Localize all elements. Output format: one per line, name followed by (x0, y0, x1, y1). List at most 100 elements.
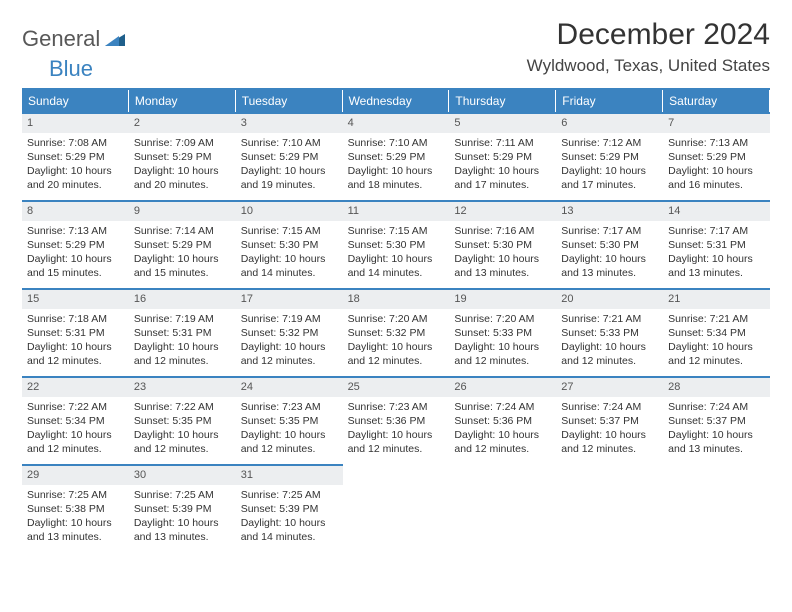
day-number: 13 (556, 202, 663, 221)
daylight-text: Daylight: 10 hours and 14 minutes. (348, 252, 445, 280)
daylight-text: Daylight: 10 hours and 17 minutes. (561, 164, 658, 192)
sunrise-text: Sunrise: 7:24 AM (668, 400, 765, 414)
day-cell: 19Sunrise: 7:20 AMSunset: 5:33 PMDayligh… (449, 288, 556, 376)
sunset-text: Sunset: 5:37 PM (561, 414, 658, 428)
sunset-text: Sunset: 5:29 PM (454, 150, 551, 164)
sunset-text: Sunset: 5:30 PM (454, 238, 551, 252)
day-number: 16 (129, 290, 236, 309)
day-body: Sunrise: 7:24 AMSunset: 5:36 PMDaylight:… (449, 397, 556, 462)
day-cell: 14Sunrise: 7:17 AMSunset: 5:31 PMDayligh… (663, 200, 770, 288)
day-header-friday: Friday (556, 90, 663, 112)
day-cell: 22Sunrise: 7:22 AMSunset: 5:34 PMDayligh… (22, 376, 129, 464)
day-cell: 7Sunrise: 7:13 AMSunset: 5:29 PMDaylight… (663, 112, 770, 200)
header: General December 2024 Wyldwood, Texas, U… (22, 18, 770, 76)
day-body: Sunrise: 7:21 AMSunset: 5:34 PMDaylight:… (663, 309, 770, 374)
daylight-text: Daylight: 10 hours and 12 minutes. (348, 428, 445, 456)
daylight-text: Daylight: 10 hours and 12 minutes. (27, 340, 124, 368)
sunset-text: Sunset: 5:29 PM (27, 150, 124, 164)
day-cell: 5Sunrise: 7:11 AMSunset: 5:29 PMDaylight… (449, 112, 556, 200)
sunset-text: Sunset: 5:39 PM (241, 502, 338, 516)
day-header-sunday: Sunday (22, 90, 129, 112)
day-cell-blank (343, 464, 450, 552)
day-body: Sunrise: 7:25 AMSunset: 5:39 PMDaylight:… (236, 485, 343, 550)
daylight-text: Daylight: 10 hours and 13 minutes. (454, 252, 551, 280)
daylight-text: Daylight: 10 hours and 13 minutes. (668, 252, 765, 280)
sunrise-text: Sunrise: 7:10 AM (241, 136, 338, 150)
day-number: 24 (236, 378, 343, 397)
day-cell-blank (556, 464, 663, 552)
day-number: 21 (663, 290, 770, 309)
daylight-text: Daylight: 10 hours and 13 minutes. (134, 516, 231, 544)
sunset-text: Sunset: 5:30 PM (241, 238, 338, 252)
sunrise-text: Sunrise: 7:09 AM (134, 136, 231, 150)
day-cell: 23Sunrise: 7:22 AMSunset: 5:35 PMDayligh… (129, 376, 236, 464)
day-body: Sunrise: 7:25 AMSunset: 5:39 PMDaylight:… (129, 485, 236, 550)
day-number: 29 (22, 466, 129, 485)
day-body: Sunrise: 7:22 AMSunset: 5:34 PMDaylight:… (22, 397, 129, 462)
daylight-text: Daylight: 10 hours and 19 minutes. (241, 164, 338, 192)
day-cell: 16Sunrise: 7:19 AMSunset: 5:31 PMDayligh… (129, 288, 236, 376)
day-number: 27 (556, 378, 663, 397)
sunset-text: Sunset: 5:29 PM (134, 238, 231, 252)
day-cell: 24Sunrise: 7:23 AMSunset: 5:35 PMDayligh… (236, 376, 343, 464)
day-cell: 1Sunrise: 7:08 AMSunset: 5:29 PMDaylight… (22, 112, 129, 200)
day-number: 20 (556, 290, 663, 309)
sunrise-text: Sunrise: 7:25 AM (241, 488, 338, 502)
daylight-text: Daylight: 10 hours and 14 minutes. (241, 252, 338, 280)
logo-text-general: General (22, 26, 100, 52)
day-number: 26 (449, 378, 556, 397)
day-number: 10 (236, 202, 343, 221)
day-number: 19 (449, 290, 556, 309)
sunset-text: Sunset: 5:31 PM (668, 238, 765, 252)
day-cell: 17Sunrise: 7:19 AMSunset: 5:32 PMDayligh… (236, 288, 343, 376)
sunset-text: Sunset: 5:29 PM (134, 150, 231, 164)
daylight-text: Daylight: 10 hours and 12 minutes. (561, 340, 658, 368)
day-body: Sunrise: 7:15 AMSunset: 5:30 PMDaylight:… (236, 221, 343, 286)
sunset-text: Sunset: 5:29 PM (668, 150, 765, 164)
calendar-grid: SundayMondayTuesdayWednesdayThursdayFrid… (22, 88, 770, 552)
day-number: 28 (663, 378, 770, 397)
day-number: 3 (236, 114, 343, 133)
day-cell: 8Sunrise: 7:13 AMSunset: 5:29 PMDaylight… (22, 200, 129, 288)
day-body: Sunrise: 7:23 AMSunset: 5:36 PMDaylight:… (343, 397, 450, 462)
day-header-tuesday: Tuesday (236, 90, 343, 112)
title-block: December 2024 Wyldwood, Texas, United St… (527, 18, 770, 76)
day-body: Sunrise: 7:13 AMSunset: 5:29 PMDaylight:… (663, 133, 770, 198)
day-cell: 26Sunrise: 7:24 AMSunset: 5:36 PMDayligh… (449, 376, 556, 464)
day-body: Sunrise: 7:17 AMSunset: 5:30 PMDaylight:… (556, 221, 663, 286)
day-body: Sunrise: 7:24 AMSunset: 5:37 PMDaylight:… (556, 397, 663, 462)
sunset-text: Sunset: 5:29 PM (348, 150, 445, 164)
day-cell: 15Sunrise: 7:18 AMSunset: 5:31 PMDayligh… (22, 288, 129, 376)
sunset-text: Sunset: 5:29 PM (241, 150, 338, 164)
sunrise-text: Sunrise: 7:20 AM (454, 312, 551, 326)
day-cell: 11 Sunrise: 7:15 AMSunset: 5:30 PMDayligh… (343, 200, 450, 288)
calendar-page: General December 2024 Wyldwood, Texas, U… (0, 0, 792, 570)
daylight-text: Daylight: 10 hours and 12 minutes. (241, 428, 338, 456)
daylight-text: Daylight: 10 hours and 12 minutes. (668, 340, 765, 368)
sunrise-text: Sunrise: 7:22 AM (134, 400, 231, 414)
sunrise-text: Sunrise: 7:24 AM (454, 400, 551, 414)
sunrise-text: Sunrise: 7:21 AM (668, 312, 765, 326)
daylight-text: Daylight: 10 hours and 12 minutes. (27, 428, 124, 456)
day-number: 23 (129, 378, 236, 397)
day-number: 11 (343, 202, 450, 221)
day-body: Sunrise: 7:23 AMSunset: 5:35 PMDaylight:… (236, 397, 343, 462)
day-number: 4 (343, 114, 450, 133)
logo-text-blue: Blue (49, 56, 93, 82)
daylight-text: Daylight: 10 hours and 12 minutes. (454, 428, 551, 456)
day-body: Sunrise: 7:19 AMSunset: 5:32 PMDaylight:… (236, 309, 343, 374)
sunset-text: Sunset: 5:38 PM (27, 502, 124, 516)
sunrise-text: Sunrise: 7:15 AM (348, 224, 445, 238)
day-number: 1 (22, 114, 129, 133)
day-body: Sunrise: 7:11 AMSunset: 5:29 PMDaylight:… (449, 133, 556, 198)
day-number: 6 (556, 114, 663, 133)
day-cell: 29Sunrise: 7:25 AMSunset: 5:38 PMDayligh… (22, 464, 129, 552)
sunrise-text: Sunrise: 7:23 AM (241, 400, 338, 414)
day-body: Sunrise: 7:20 AMSunset: 5:32 PMDaylight:… (343, 309, 450, 374)
day-cell: 4Sunrise: 7:10 AMSunset: 5:29 PMDaylight… (343, 112, 450, 200)
daylight-text: Daylight: 10 hours and 20 minutes. (134, 164, 231, 192)
sunset-text: Sunset: 5:30 PM (348, 238, 445, 252)
sunrise-text: Sunrise: 7:22 AM (27, 400, 124, 414)
day-body: Sunrise: 7:21 AMSunset: 5:33 PMDaylight:… (556, 309, 663, 374)
day-number: 9 (129, 202, 236, 221)
